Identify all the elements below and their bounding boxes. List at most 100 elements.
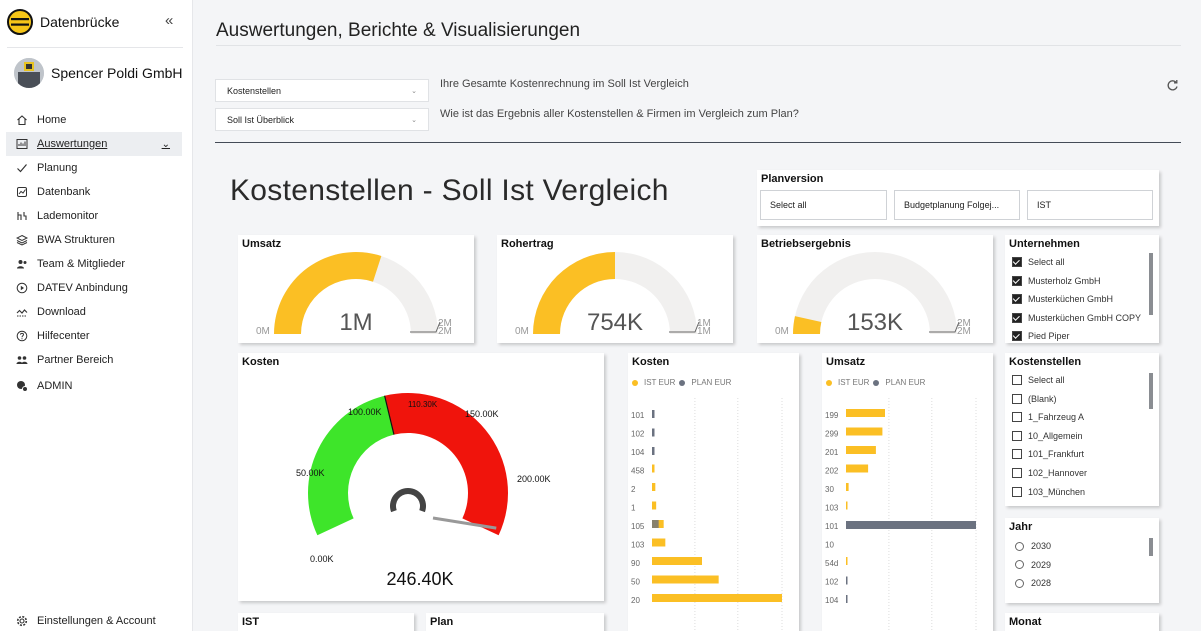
chevron-down-icon[interactable]: ⌄ [161, 138, 170, 150]
slicer-option-label: 1_Fahrzeug A [1028, 412, 1085, 423]
bar-ist[interactable] [846, 427, 883, 436]
bar-ist[interactable] [846, 501, 848, 510]
bar-plan[interactable] [652, 410, 655, 418]
slicer-option[interactable]: Pied Piper [1012, 331, 1070, 342]
refresh-icon[interactable] [1166, 79, 1179, 95]
sidebar-item-auswertungen[interactable]: Auswertungen ⌄ [6, 132, 182, 156]
slicer-option[interactable]: 2028 [1015, 578, 1051, 588]
checkbox[interactable] [1012, 449, 1022, 460]
company-switcher[interactable]: Spencer Poldi GmbH [14, 58, 183, 88]
checkbox[interactable] [1012, 275, 1022, 286]
radio-button[interactable] [1015, 560, 1024, 569]
bar-category-label: 1 [631, 504, 636, 513]
slicer-option[interactable]: Select all [1012, 257, 1065, 267]
planversion-option[interactable]: IST [1027, 190, 1153, 220]
slicer-option[interactable]: 101_Frankfurt [1012, 449, 1084, 460]
slicer-option[interactable]: 2030 [1015, 541, 1051, 551]
gauge-track [793, 252, 957, 334]
sidebar-item-datenbank[interactable]: Datenbank [6, 180, 182, 204]
checkbox[interactable] [1012, 331, 1022, 342]
slicer-option[interactable]: 103_München [1012, 486, 1085, 497]
slicer-option-label: Select all [1028, 375, 1065, 385]
sidebar-item-admin[interactable]: ADMIN [6, 374, 182, 398]
sidebar-item-label: Lademonitor [37, 210, 99, 222]
sidebar-item-team[interactable]: Team & Mitglieder [6, 252, 182, 276]
scrollbar[interactable] [1149, 538, 1153, 556]
checkbox[interactable] [1012, 393, 1022, 404]
scrollbar[interactable] [1149, 253, 1153, 315]
slicer-option[interactable]: 102_Hannover [1012, 468, 1087, 478]
bar-plan[interactable] [652, 447, 655, 455]
bar-ist[interactable] [652, 483, 656, 491]
scrollbar[interactable] [1149, 373, 1153, 409]
sidebar-item-download[interactable]: Download [6, 300, 182, 324]
brand[interactable]: Datenbrücke [7, 9, 119, 35]
gauge-value: 153K [847, 309, 903, 336]
sidebar-item-lademonitor[interactable]: Lademonitor [6, 204, 182, 228]
sidebar-item-label: Home [37, 114, 67, 126]
slicer-option[interactable]: 1_Fahrzeug A [1012, 412, 1085, 423]
sidebar-item-label: Auswertungen [37, 138, 108, 150]
slicer-option[interactable]: (Blank) [1012, 393, 1057, 404]
gauge-fill [274, 252, 382, 334]
sidebar-item-home[interactable]: Home [6, 108, 182, 132]
bar-plan[interactable] [652, 428, 655, 437]
radio-button[interactable] [1015, 578, 1024, 588]
collapse-sidebar-icon[interactable]: « [165, 12, 174, 29]
report-type-select[interactable]: Soll Ist Überblick ⌄ [215, 108, 429, 131]
datenbruecke-logo-icon [7, 9, 33, 35]
bar-ist[interactable] [652, 501, 657, 510]
gauge-needle [432, 516, 497, 530]
kpi-card-rohertrag: Rohertrag 754K 0M 1M 1M [497, 235, 733, 343]
checkbox[interactable] [1012, 430, 1022, 441]
sidebar-item-bwa-strukturen[interactable]: BWA Strukturen [6, 228, 182, 252]
slicer-option[interactable]: Musterholz GmbH [1012, 275, 1101, 286]
title-divider [216, 45, 1181, 46]
planversion-option[interactable]: Budgetplanung Folgej... [894, 190, 1020, 220]
bar-ist[interactable] [652, 538, 666, 547]
checkbox[interactable] [1012, 375, 1022, 385]
bar-ist[interactable] [846, 409, 885, 417]
plan-title: Plan [430, 616, 454, 628]
sidebar-item-datev[interactable]: DATEV Anbindung [6, 276, 182, 300]
download-icon [16, 306, 28, 318]
chart-legend: IST EUR PLAN EUR [826, 378, 925, 387]
slicer-option[interactable]: Select all [1012, 375, 1065, 385]
slicer-option[interactable]: 2029 [1015, 560, 1051, 570]
checkbox[interactable] [1012, 294, 1022, 305]
sidebar-item-planung[interactable]: Planung [6, 156, 182, 180]
bar-ist[interactable] [846, 464, 869, 473]
checkbox[interactable] [1012, 486, 1022, 497]
sidebar-item-hilfecenter[interactable]: Hilfecenter [6, 324, 182, 348]
report-question: Wie ist das Ergebnis aller Kostenstellen… [440, 108, 799, 120]
bar-plan[interactable] [846, 521, 976, 529]
slicer-option[interactable]: Musterküchen GmbH [1012, 294, 1113, 305]
slicer-option[interactable]: Musterküchen GmbH COPY [1012, 312, 1141, 323]
radio-button[interactable] [1015, 541, 1024, 551]
bar-ist[interactable] [652, 594, 782, 602]
bar-ist[interactable] [652, 557, 702, 565]
bar-ist[interactable] [846, 446, 876, 454]
planversion-title: Planversion [761, 173, 824, 185]
checkbox[interactable] [1012, 468, 1022, 478]
bar-ist[interactable] [846, 557, 848, 565]
bar-category-label: 105 [631, 522, 645, 531]
settings-account-link[interactable]: Einstellungen & Account [16, 615, 156, 627]
gauge-fill [793, 316, 822, 334]
bar-plan[interactable] [652, 520, 659, 528]
bar-plan[interactable] [846, 595, 848, 603]
planversion-option[interactable]: Select all [760, 190, 887, 220]
report-category-select[interactable]: Kostenstellen ⌄ [215, 79, 429, 102]
sidebar-item-partner[interactable]: Partner Bereich [6, 348, 182, 372]
gauge-max-label: 2M [957, 318, 971, 329]
checkbox[interactable] [1012, 257, 1022, 267]
bar-plan[interactable] [846, 576, 848, 585]
checkbox[interactable] [1012, 412, 1022, 423]
bar-ist[interactable] [846, 483, 849, 491]
partner-icon [16, 354, 28, 366]
bar-ist[interactable] [652, 575, 719, 584]
checkbox[interactable] [1012, 312, 1022, 323]
bar-ist[interactable] [652, 464, 655, 473]
slicer-option[interactable]: 10_Allgemein [1012, 430, 1083, 441]
